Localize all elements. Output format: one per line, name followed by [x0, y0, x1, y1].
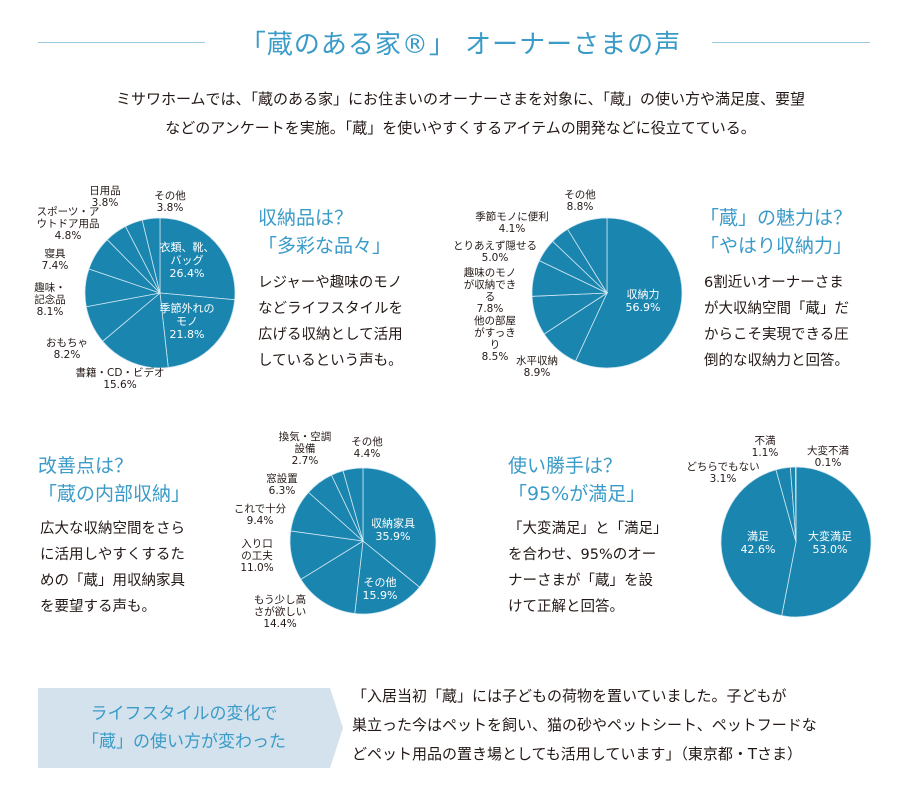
section-heading: 使い勝手は？ 「95%が満足」 [508, 455, 646, 505]
slice-label: その他 4.4% [351, 436, 383, 460]
section-heading: 「蔵」の魅力は？ 「やはり収納力」 [700, 207, 853, 257]
slice-label: 水平収納 8.9% [516, 355, 558, 379]
slice-label: 日用品 3.8% [89, 185, 121, 209]
slice-label: おもちゃ 8.2% [46, 337, 88, 361]
title-rule-left [38, 42, 205, 43]
slice-label: 収納力 56.9% [625, 288, 661, 314]
slice-label: その他 3.8% [154, 190, 186, 214]
callout-arrow [330, 688, 343, 768]
slice-label: 書籍・CD・ビデオ 15.6% [75, 367, 165, 391]
pie-slice [720, 469, 797, 617]
slice-label: 満足 42.6% [740, 530, 776, 556]
slice-label: どちらでもない 3.1% [686, 461, 760, 485]
slice-label: 寝具 7.4% [41, 248, 69, 272]
slice-label: 季節モノに便利 4.1% [475, 211, 549, 235]
pie-slice [362, 467, 437, 588]
testimonial-quote: 「入居当初「蔵」には子どもの荷物を置いていました。子どもが 巣立った今はペットを飼… [352, 687, 817, 763]
page-title: 「蔵のある家®」 オーナーさまの声 [239, 30, 682, 60]
slice-label: 趣味・記念品 8.1% [34, 282, 66, 318]
pie-slice [102, 292, 169, 369]
intro-line: ミサワホームでは、「蔵のある家」にお住まいのオーナーさまを対象に、「蔵」の使い方… [115, 90, 806, 108]
slice-label: 収納家具 35.9% [371, 517, 415, 543]
section-body: 6割近いオーナーさま が大収納空間「蔵」だ からこそ実現できる圧 倒的な収納力と回答。 [704, 275, 849, 369]
slice-label: 大変不満 0.1% [807, 445, 849, 469]
slice-label: 趣味のモノが収納できる 7.8% [463, 267, 517, 315]
pie-slice [159, 292, 236, 368]
section-body: レジャーや趣味のモノ などライフスタイルを 広げる収納として活用 しているという声も。 [258, 275, 403, 369]
slice-label: もう少し高さが欲しい 14.4% [253, 594, 307, 630]
slice-label: その他 15.9% [362, 576, 398, 602]
slice-label: 季節外れのモノ 21.8% [159, 302, 215, 341]
slice-label: 換気・空調設備 2.7% [278, 431, 332, 467]
slice-label: とりあえず隠せる 5.0% [453, 240, 537, 264]
section-heading: 収納品は？ 「多彩な品々」 [258, 207, 392, 257]
intro-line: などのアンケートを実施。「蔵」を使いやすくするアイテムの開発などに役立てている。 [165, 119, 756, 137]
pie-slice [342, 467, 364, 542]
pie-slice [567, 217, 608, 295]
slice-label: スポーツ・アウトドア用品 4.8% [36, 206, 100, 242]
pie-slice [781, 466, 872, 618]
section-body: 広大な収納空間をさら に活用しやすくするた めの「蔵」用収納家具 を要望する声も。 [40, 521, 185, 615]
pie-slice [300, 540, 364, 614]
slice-label: その他 8.8% [564, 189, 596, 213]
slice-label: 不満 1.1% [751, 435, 779, 459]
title-rule-right [712, 42, 870, 43]
pie-slice [574, 217, 683, 369]
pie-slice [141, 217, 161, 294]
pie-slice [354, 540, 421, 615]
slice-label: 他の部屋がすっきり 8.5% [474, 315, 516, 363]
slice-label: 窓設置 6.3% [266, 473, 298, 497]
pie-slice [159, 217, 236, 301]
slice-label: 大変満足 53.0% [808, 530, 852, 556]
slice-label: 入り口の工夫 11.0% [240, 538, 274, 574]
slice-label: 衣類、靴、バッグ 26.4% [159, 241, 215, 280]
section-body: 「大変満足」と「満足」 を合わせ、95%のオー ナーさまが「蔵」を設 けて正解と回答。 [508, 521, 668, 615]
callout-box [38, 688, 330, 768]
slice-label: これで十分 9.4% [233, 503, 287, 527]
callout-text: ライフスタイルの変化で 「蔵」の使い方が変わった [82, 704, 286, 752]
section-heading: 改善点は？ 「蔵の内部収納」 [38, 455, 191, 505]
